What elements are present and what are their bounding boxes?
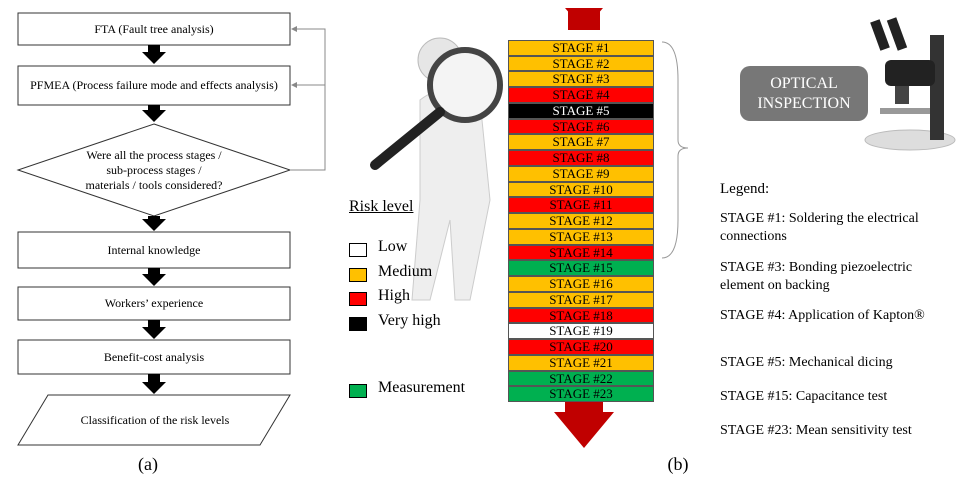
stage-row: STAGE #11 [508, 197, 654, 213]
stage-row: STAGE #8 [508, 150, 654, 166]
panel-label: (a) [118, 452, 178, 476]
stage-row: STAGE #15 [508, 260, 654, 276]
stage-row: STAGE #21 [508, 355, 654, 371]
stage-row: STAGE #12 [508, 213, 654, 229]
feedback-loop [290, 29, 325, 170]
stage-row: STAGE #16 [508, 276, 654, 292]
stage-row: STAGE #5 [508, 103, 654, 119]
stage-row: STAGE #14 [508, 245, 654, 261]
risk-label: Measurement [378, 379, 465, 397]
stage-row: STAGE #18 [508, 308, 654, 324]
stage-row: STAGE #13 [508, 229, 654, 245]
legend-item: STAGE #3: Bonding piezoelectric element … [720, 259, 940, 295]
flow-output: Classification of the risk levels [70, 395, 240, 445]
risk-swatch [349, 384, 367, 398]
stage-row: STAGE #22 [508, 371, 654, 387]
risk-swatch [349, 317, 367, 331]
arrow-bottom [554, 400, 614, 448]
stage-row: STAGE #4 [508, 87, 654, 103]
stage-row: STAGE #10 [508, 182, 654, 198]
stage-row: STAGE #1 [508, 40, 654, 56]
inspector-figure [375, 38, 500, 300]
figure: FTA (Fault tree analysis) PFMEA (Process… [0, 0, 965, 477]
flow-step: Workers’ experience [18, 287, 290, 320]
callout-text: OPTICAL INSPECTION [740, 66, 868, 121]
risk-swatch [349, 243, 367, 257]
flow-step: FTA (Fault tree analysis) [18, 13, 290, 45]
legend-item: STAGE #15: Capacitance test [720, 388, 940, 406]
stage-row: STAGE #9 [508, 166, 654, 182]
risk-label: Very high [378, 312, 441, 330]
stage-row: STAGE #20 [508, 339, 654, 355]
legend-title: Legend: [720, 180, 940, 198]
microscope [865, 17, 955, 150]
stage-row: STAGE #7 [508, 134, 654, 150]
brace [662, 42, 688, 258]
risk-label: Low [378, 238, 407, 256]
risk-swatch [349, 268, 367, 282]
risk-label: Medium [378, 263, 432, 281]
flow-step: PFMEA (Process failure mode and effects … [28, 66, 280, 105]
flow-step: Benefit-cost analysis [18, 340, 290, 374]
stage-row: STAGE #6 [508, 119, 654, 135]
stage-row: STAGE #23 [508, 386, 654, 402]
legend-item: STAGE #5: Mechanical dicing [720, 354, 940, 372]
flow-step: Internal knowledge [18, 232, 290, 268]
stage-row: STAGE #19 [508, 323, 654, 339]
risk-title: Risk level [349, 198, 413, 216]
stage-row: STAGE #2 [508, 56, 654, 72]
stage-row: STAGE #17 [508, 292, 654, 308]
panel-label: (b) [648, 452, 708, 476]
stage-row: STAGE #3 [508, 71, 654, 87]
legend-item: STAGE #1: Soldering the electrical conne… [720, 210, 940, 246]
legend-item: STAGE #23: Mean sensitivity test [720, 422, 940, 440]
flow-decision: Were all the process stages / sub-proces… [84, 124, 224, 216]
legend-item: STAGE #4: Application of Kapton® [720, 307, 940, 325]
risk-swatch [349, 292, 367, 306]
risk-label: High [378, 287, 410, 305]
